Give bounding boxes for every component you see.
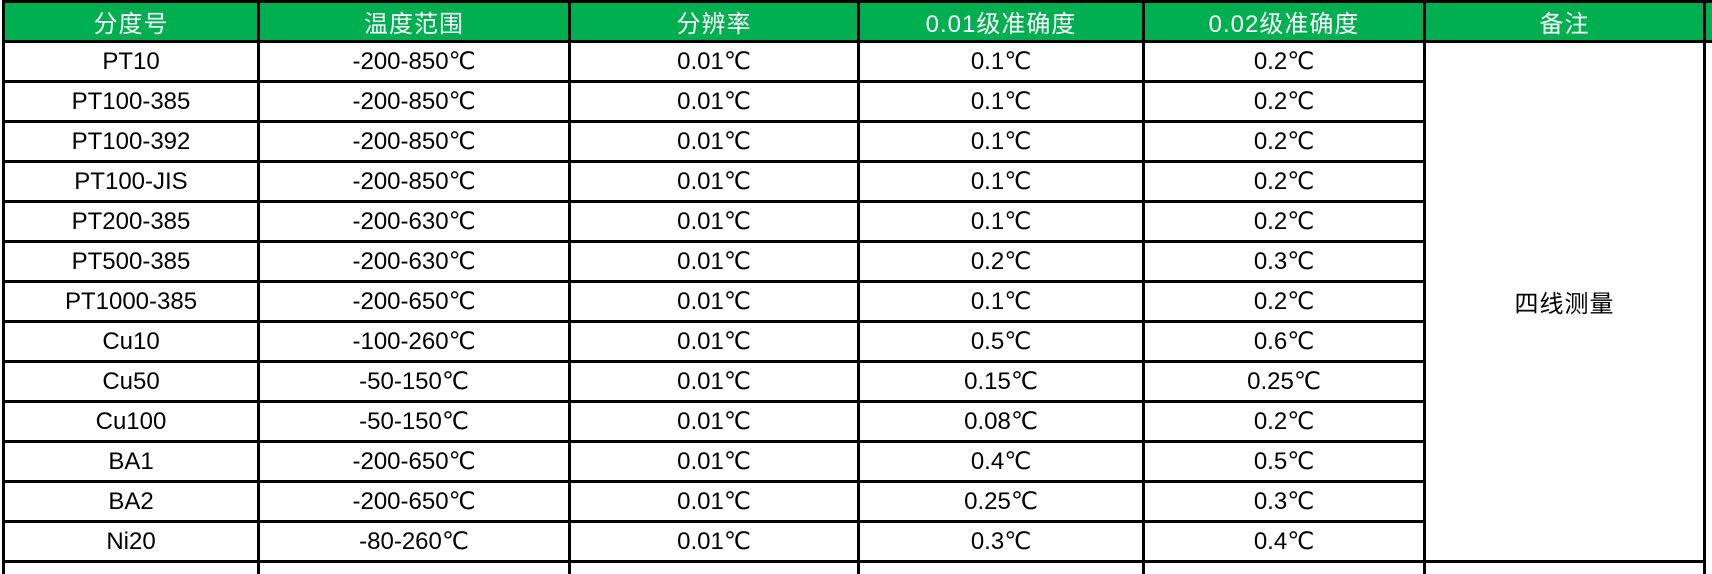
cell-temp-range: -200-650℃ [257,480,571,523]
table-row: Ni20 -80-260℃ 0.01℃ 0.3℃ 0.4℃ [2,520,1712,563]
partial-cutoff-row [2,560,1712,574]
header-row: 分度号 温度范围 分辨率 0.01级准确度 0.02级准确度 备注 [2,0,1712,43]
cell-resolution: 0.01℃ [568,360,860,403]
cell-temp-range: -200-630℃ [257,240,571,283]
cutoff-sliver-cell [1703,40,1712,574]
table-row: Cu50 -50-150℃ 0.01℃ 0.15℃ 0.25℃ [2,360,1712,403]
cell-resolution: 0.01℃ [568,480,860,523]
cell-accuracy-002: 0.4℃ [1142,520,1426,563]
header-accuracy-class-001: 0.01级准确度 [857,0,1145,43]
cell-resolution: 0.01℃ [568,200,860,243]
cell-accuracy-001: 0.15℃ [857,360,1145,403]
table-row: PT100-JIS -200-850℃ 0.01℃ 0.1℃ 0.2℃ [2,160,1712,203]
cell-accuracy-001: 0.1℃ [857,160,1145,203]
cell-graduation: PT1000-385 [2,280,260,323]
table-row: PT10 -200-850℃ 0.01℃ 0.1℃ 0.2℃ 四线测量 [2,40,1712,574]
cell-temp-range: -200-850℃ [257,120,571,163]
table-row: PT100-392 -200-850℃ 0.01℃ 0.1℃ 0.2℃ [2,120,1712,163]
cell-resolution: 0.01℃ [568,120,860,163]
table-row: BA1 -200-650℃ 0.01℃ 0.4℃ 0.5℃ [2,440,1712,483]
table-row: PT100-385 -200-850℃ 0.01℃ 0.1℃ 0.2℃ [2,80,1712,123]
cell-temp-range: -200-650℃ [257,440,571,483]
cell-accuracy-001: 0.08℃ [857,400,1145,443]
cell-accuracy-002: 0.2℃ [1142,40,1426,83]
table-row: BA2 -200-650℃ 0.01℃ 0.25℃ 0.3℃ [2,480,1712,523]
cell-graduation: PT500-385 [2,240,260,283]
cell-graduation: PT100-385 [2,80,260,123]
cell-accuracy-001: 0.1℃ [857,80,1145,123]
header-temperature-range: 温度范围 [257,0,571,43]
cell-accuracy-002: 0.2℃ [1142,160,1426,203]
cell-accuracy-001: 0.1℃ [857,200,1145,243]
cell-accuracy-002: 0.2℃ [1142,200,1426,243]
table-row: PT500-385 -200-630℃ 0.01℃ 0.2℃ 0.3℃ [2,240,1712,283]
cell-graduation: PT200-385 [2,200,260,243]
cell-accuracy-001: 0.1℃ [857,120,1145,163]
partial-row-cell [1423,560,1706,574]
cell-graduation: BA2 [2,480,260,523]
cell-resolution: 0.01℃ [568,400,860,443]
cell-accuracy-001: 0.3℃ [857,520,1145,563]
header-cutoff-sliver [1703,0,1712,43]
cell-graduation: Ni20 [2,520,260,563]
cell-temp-range: -200-850℃ [257,160,571,203]
cell-temp-range: -200-850℃ [257,80,571,123]
cell-resolution: 0.01℃ [568,40,860,83]
cell-accuracy-002: 0.2℃ [1142,120,1426,163]
cell-accuracy-002: 0.2℃ [1142,80,1426,123]
cell-accuracy-001: 0.1℃ [857,280,1145,323]
cell-accuracy-001: 0.25℃ [857,480,1145,523]
partial-row-cell [1142,560,1426,574]
cell-temp-range: -200-630℃ [257,200,571,243]
cell-accuracy-002: 0.3℃ [1142,240,1426,283]
cell-graduation: BA1 [2,440,260,483]
header-remarks: 备注 [1423,0,1706,43]
cell-accuracy-002: 0.2℃ [1142,400,1426,443]
cell-accuracy-002: 0.2℃ [1142,280,1426,323]
cell-accuracy-002: 0.6℃ [1142,320,1426,363]
cell-accuracy-001: 0.4℃ [857,440,1145,483]
cell-accuracy-001: 0.2℃ [857,240,1145,283]
cell-resolution: 0.01℃ [568,440,860,483]
cell-temp-range: -100-260℃ [257,320,571,363]
cell-accuracy-001: 0.5℃ [857,320,1145,363]
table-row: Cu100 -50-150℃ 0.01℃ 0.08℃ 0.2℃ [2,400,1712,443]
cell-resolution: 0.01℃ [568,240,860,283]
partial-row-cell [257,560,571,574]
partial-row-cell [568,560,860,574]
cell-graduation: PT100-392 [2,120,260,163]
cell-accuracy-002: 0.5℃ [1142,440,1426,483]
header-resolution: 分辨率 [568,0,860,43]
cell-graduation: Cu50 [2,360,260,403]
header-graduation-number: 分度号 [2,0,260,43]
table-row: Cu10 -100-260℃ 0.01℃ 0.5℃ 0.6℃ [2,320,1712,363]
cell-accuracy-001: 0.1℃ [857,40,1145,83]
cell-graduation: PT100-JIS [2,160,260,203]
header-accuracy-class-002: 0.02级准确度 [1142,0,1426,43]
cell-temp-range: -200-650℃ [257,280,571,323]
partial-row-cell [2,560,260,574]
cell-temp-range: -80-260℃ [257,520,571,563]
cell-resolution: 0.01℃ [568,320,860,363]
table-row: PT200-385 -200-630℃ 0.01℃ 0.1℃ 0.2℃ [2,200,1712,243]
cell-resolution: 0.01℃ [568,80,860,123]
table-row: PT1000-385 -200-650℃ 0.01℃ 0.1℃ 0.2℃ [2,280,1712,323]
cell-temp-range: -200-850℃ [257,40,571,83]
cell-resolution: 0.01℃ [568,280,860,323]
partial-row-cell [857,560,1145,574]
cell-resolution: 0.01℃ [568,520,860,563]
cell-accuracy-002: 0.3℃ [1142,480,1426,523]
cell-temp-range: -50-150℃ [257,360,571,403]
remarks-merged-cell: 四线测量 [1423,40,1706,563]
cell-graduation: PT10 [2,40,260,83]
cell-temp-range: -50-150℃ [257,400,571,443]
cell-accuracy-002: 0.25℃ [1142,360,1426,403]
cell-resolution: 0.01℃ [568,160,860,203]
cell-graduation: Cu10 [2,320,260,363]
cell-graduation: Cu100 [2,400,260,443]
